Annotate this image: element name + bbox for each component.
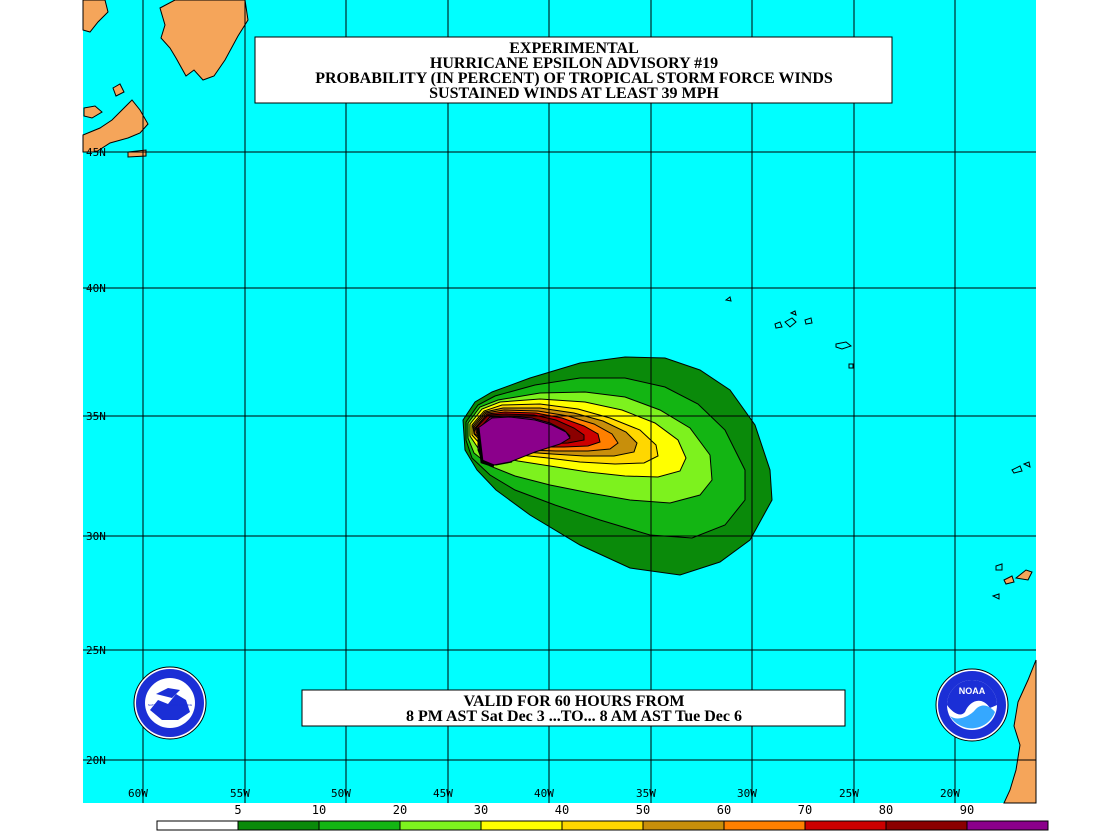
noaa-logo-text: NOAA xyxy=(959,686,986,696)
noaa-logo: NOAA xyxy=(935,668,1009,742)
lon-label-50: 50W xyxy=(331,787,351,800)
land-nova-scotia xyxy=(82,99,149,153)
land-canary-2 xyxy=(1003,575,1015,585)
scale-swatch xyxy=(723,820,806,831)
contour-edge-line xyxy=(476,427,495,468)
lon-label-55: 55W xyxy=(230,787,250,800)
lon-label-45: 45W xyxy=(433,787,453,800)
valid-period-box: VALID FOR 60 HOURS FROM 8 PM AST Sat Dec… xyxy=(301,689,846,727)
lat-label-30: 30N xyxy=(86,530,106,543)
graticule xyxy=(83,0,1036,803)
title-line-1: EXPERIMENTAL xyxy=(509,40,639,57)
latitude-labels: 45N 40N 35N 30N 25N 20N xyxy=(86,146,106,767)
scale-swatch xyxy=(318,820,401,831)
land-newfoundland xyxy=(159,0,249,81)
title-line-3: PROBABILITY (IN PERCENT) OF TROPICAL STO… xyxy=(315,70,833,87)
valid-line-2: 8 PM AST Sat Dec 3 ...TO... 8 AM AST Tue… xyxy=(406,708,742,725)
land-canary-1 xyxy=(1014,569,1033,581)
scale-label: 20 xyxy=(393,803,407,817)
scale-label: 80 xyxy=(879,803,893,817)
azores-islands xyxy=(724,296,1031,600)
scale-label: 50 xyxy=(636,803,650,817)
title-box: EXPERIMENTAL HURRICANE EPSILON ADVISORY … xyxy=(254,36,893,104)
lon-label-20: 20W xyxy=(940,787,960,800)
title-line-2: HURRICANE EPSILON ADVISORY #19 xyxy=(430,55,718,72)
scale-label: 30 xyxy=(474,803,488,817)
scale-swatch xyxy=(561,820,644,831)
title-line-4: SUSTAINED WINDS AT LEAST 39 MPH xyxy=(429,85,719,102)
land-north-coast xyxy=(82,0,109,33)
lon-label-30: 30W xyxy=(737,787,757,800)
scale-label: 10 xyxy=(312,803,326,817)
scale-swatch xyxy=(804,820,887,831)
scale-swatch xyxy=(237,820,320,831)
lat-label-40: 40N xyxy=(86,282,106,295)
scale-label: 90 xyxy=(960,803,974,817)
land-cape-breton xyxy=(112,83,125,97)
valid-line-1: VALID FOR 60 HOURS FROM xyxy=(463,693,684,710)
land-africa xyxy=(1003,659,1037,804)
lon-label-60: 60W xyxy=(128,787,148,800)
scale-swatch xyxy=(885,820,968,831)
longitude-labels: 60W 55W 50W 45W 40W 35W 30W 25W 20W xyxy=(128,787,960,800)
color-scale: 5 10 20 30 40 50 60 70 80 90 xyxy=(156,803,1049,831)
scale-swatch xyxy=(966,820,1049,831)
scale-swatch xyxy=(156,820,239,831)
scale-swatch xyxy=(399,820,482,831)
scale-label: 60 xyxy=(717,803,731,817)
lon-label-40: 40W xyxy=(534,787,554,800)
lat-label-45: 45N xyxy=(86,146,106,159)
scale-swatch xyxy=(642,820,725,831)
scale-swatch xyxy=(480,820,563,831)
lon-label-25: 25W xyxy=(839,787,859,800)
land-small-island xyxy=(83,105,103,119)
contour-90-core xyxy=(477,416,571,466)
scale-label: 40 xyxy=(555,803,569,817)
scale-label: 70 xyxy=(798,803,812,817)
lat-label-35: 35N xyxy=(86,410,106,423)
scale-label: 5 xyxy=(234,803,241,817)
nws-logo-text: NATIONAL WEATHER SERVICE xyxy=(148,703,192,707)
lat-label-25: 25N xyxy=(86,644,106,657)
lat-label-20: 20N xyxy=(86,754,106,767)
lon-label-35: 35W xyxy=(636,787,656,800)
nws-logo: NATIONAL WEATHER SERVICE xyxy=(133,666,207,740)
